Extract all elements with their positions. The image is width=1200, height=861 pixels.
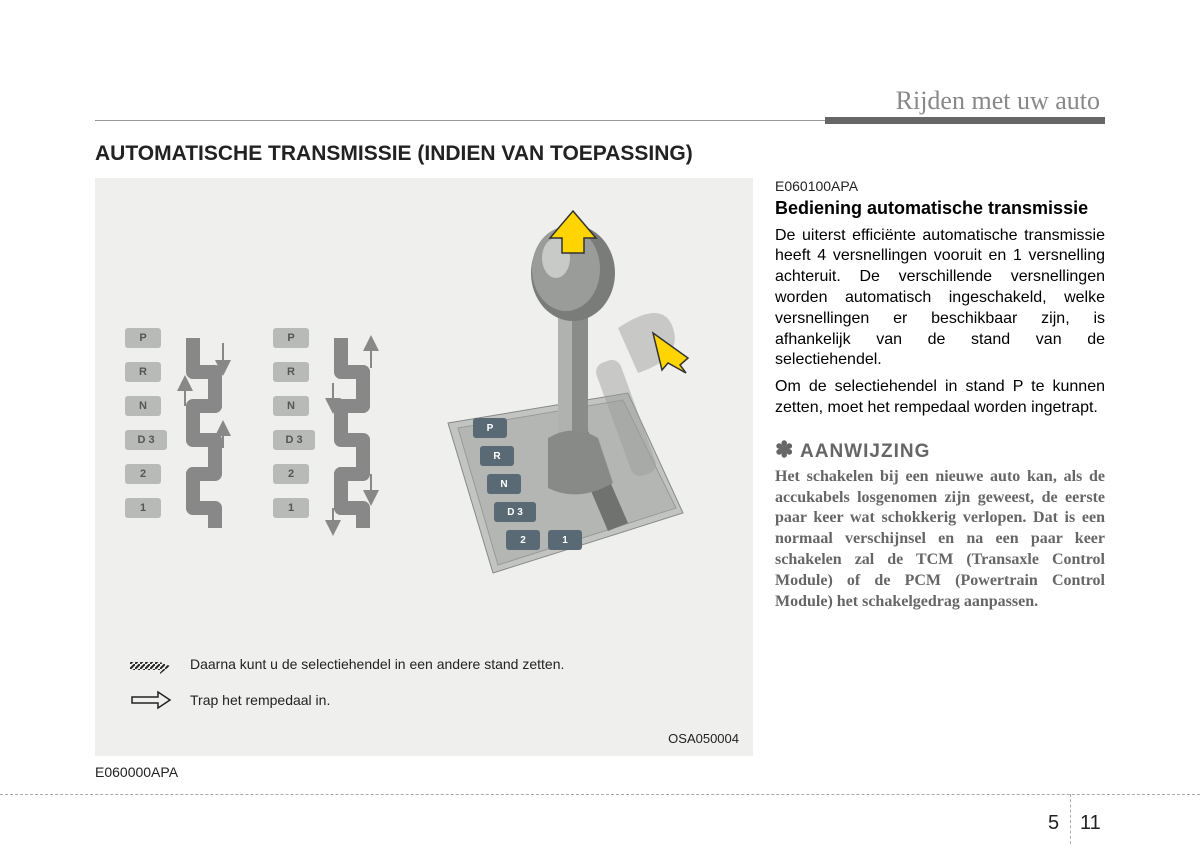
plate-label-1: 1 [548,530,582,550]
shift-path-left [175,328,245,538]
page-number: 11 [1080,812,1101,835]
gear-label-column: P R N D 3 2 1 [273,328,315,578]
gear-label-1: 1 [125,498,161,518]
text-column: E060100APA Bediening automatische transm… [775,178,1105,612]
gear-label-2: 2 [273,464,309,484]
footer-divider [1070,794,1071,844]
figure-panel: P R N D 3 2 1 P [95,178,753,756]
gear-label-1: 1 [273,498,309,518]
section-code: E060100APA [775,178,1105,194]
figure-legend: Daarna kunt u de selectiehendel in een a… [130,654,564,726]
gear-label-r: R [273,362,309,382]
legend-hatch-text: Daarna kunt u de selectiehendel in een a… [190,656,564,672]
figure-reference: E060000APA [95,764,178,780]
notice-heading-text: AANWIJZING [800,441,930,462]
section-title: Bediening automatische transmissie [775,198,1105,220]
plate-label-2: 2 [506,530,540,550]
gear-label-d3: D 3 [273,430,315,450]
gear-label-d3: D 3 [125,430,167,450]
plate-label-n: N [487,474,521,494]
chapter-title: Rijden met uw auto [896,86,1100,116]
gear-label-2: 2 [125,464,161,484]
gear-label-r: R [125,362,161,382]
figure-code: OSA050004 [668,731,739,746]
arrow-icon [130,690,172,710]
header-accent-bar [825,117,1105,124]
page-section-number: 5 [1048,812,1059,835]
gear-label-n: N [273,396,309,416]
legend-arrow-text: Trap het rempedaal in. [190,692,330,708]
shifter-illustration: P R N D 3 2 1 [438,203,718,583]
gear-label-n: N [125,396,161,416]
body-paragraph: De uiterst efficiënte automatische trans… [775,226,1105,372]
shift-path-right [323,328,393,538]
gear-label-p: P [125,328,161,348]
plate-label-p: P [473,418,507,438]
page-heading: AUTOMATISCHE TRANSMISSIE (INDIEN VAN TOE… [95,142,693,166]
notice-heading: ✽ AANWIJZING [775,437,1105,463]
body-paragraph: Om de selectiehendel in stand P te kunne… [775,377,1105,419]
gear-label-column: P R N D 3 2 1 [125,328,167,578]
footer-rule [0,794,1200,795]
hatch-icon [130,654,172,674]
notice-body: Het schakelen bij een nieuwe auto kan, a… [775,467,1105,613]
gear-path-diagram: P R N D 3 2 1 P [125,328,425,578]
plate-label-d3: D 3 [494,502,536,522]
plate-label-r: R [480,446,514,466]
gear-label-p: P [273,328,309,348]
